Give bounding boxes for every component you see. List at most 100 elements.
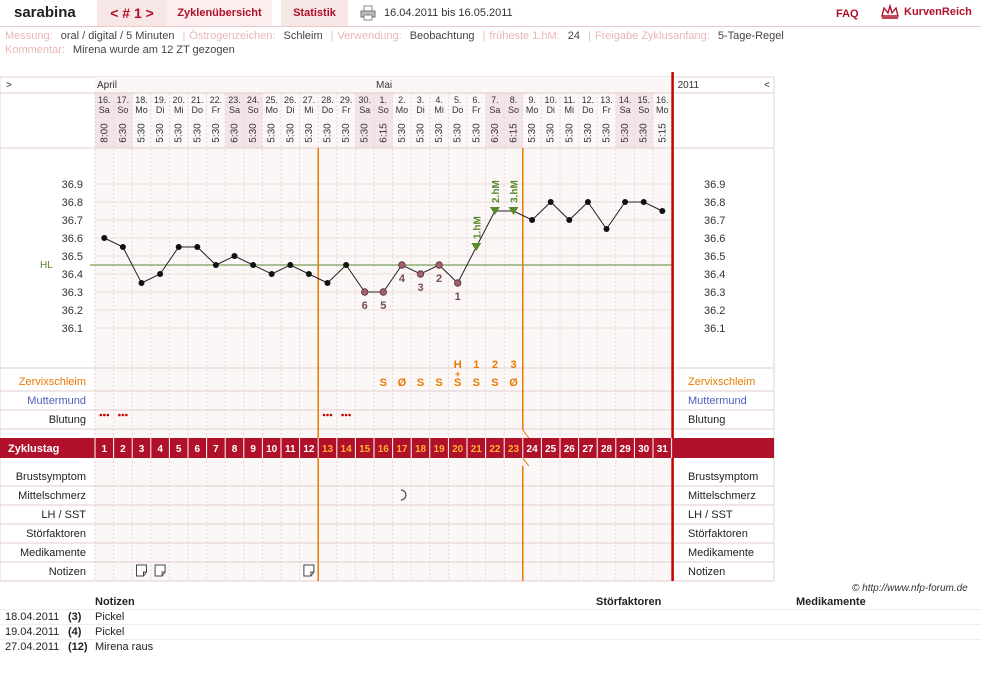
temperature-point [343, 262, 350, 268]
coverline-label: HL [40, 260, 53, 271]
y-tick-label: 36.5 [62, 251, 83, 263]
row-label-notizen: Notizen [49, 566, 86, 578]
date-label: 5. [454, 95, 462, 105]
time-label: 5:30 [155, 123, 166, 143]
time-label: 6:30 [490, 123, 501, 143]
weekday-label: Do [192, 105, 204, 115]
nav-next-arrow[interactable]: < [764, 80, 770, 91]
date-label: 23. [228, 95, 241, 105]
high-measurement-label: 3.hM [510, 180, 521, 203]
temperature-point [231, 253, 238, 259]
freigabe-label: Freigabe Zyklusanfang: [594, 30, 710, 42]
high-measurement-point [489, 207, 500, 215]
weekday-label: Mo [135, 105, 148, 115]
faq-link[interactable]: FAQ [836, 8, 859, 20]
note-icon-fold [161, 571, 166, 576]
date-label: 2. [398, 95, 406, 105]
cycle-day-number: 19 [434, 444, 446, 455]
username: sarabina [14, 4, 76, 21]
cycle-day-number: 3 [139, 444, 145, 455]
time-label: 5:30 [267, 123, 278, 143]
reference-label: 5 [380, 300, 386, 312]
cycle-day-number: 27 [582, 444, 594, 455]
tab-statistics[interactable]: Statistik [281, 0, 348, 26]
printer-icon[interactable] [360, 5, 376, 21]
note-icon[interactable] [303, 564, 315, 577]
y-tick-label-right: 36.4 [704, 269, 725, 281]
row-label-right-lh: LH / SST [688, 509, 733, 521]
kurvenreich-logo[interactable]: KurvenReich [880, 2, 972, 22]
weekday-label: Di [156, 105, 165, 115]
row-label-right-stoer: Störfaktoren [688, 528, 748, 540]
top-bar: sarabina < # 1 > Zyklenübersicht Statist… [0, 0, 981, 27]
temperature-point [138, 280, 145, 286]
cycle-day-number: 14 [341, 444, 353, 455]
weekday-label: Fr [212, 105, 221, 115]
date-label: 16. [98, 95, 111, 105]
note-icon-fold [310, 571, 314, 576]
note-icon[interactable] [154, 564, 166, 577]
time-label: 5:30 [192, 123, 203, 143]
note-icon[interactable] [136, 564, 147, 577]
month-label: April [97, 80, 117, 91]
mucus-peak-label: 1 [473, 359, 479, 371]
weekend-column [615, 93, 635, 148]
freigabe-value: 5-Tage-Regel [717, 30, 784, 42]
stoerfaktoren-header: Störfaktoren [596, 596, 662, 608]
note-text: Mirena raus [95, 641, 154, 653]
row-label-right-zervix: Zervixschleim [688, 376, 755, 388]
table-row: 18.04.2011 (3) Pickel [0, 609, 981, 625]
note-icon-fold [143, 571, 147, 576]
cycle-day-number: 20 [452, 444, 464, 455]
tab-cycle-overview[interactable]: Zyklenübersicht [167, 0, 272, 26]
temperature-point [566, 217, 573, 223]
reference-label: 3 [417, 282, 423, 294]
weekday-label: Mo [396, 105, 409, 115]
time-label: 5:30 [248, 123, 259, 143]
crown-icon [881, 3, 899, 19]
y-tick-label: 36.1 [62, 323, 83, 335]
verwendung-label: Verwendung: [337, 30, 402, 42]
separator: | [588, 30, 591, 42]
cycle-nav-tab[interactable]: < # 1 > [97, 0, 167, 26]
cycle-day-number: 24 [527, 444, 539, 455]
cycle-day-number: 15 [359, 444, 371, 455]
y-tick-label-right: 36.8 [704, 197, 725, 209]
zervixschleim-value: S [491, 377, 498, 389]
time-label: 5:30 [211, 123, 222, 143]
weekday-label: Mi [434, 105, 444, 115]
cycle-day-number: 1 [102, 444, 108, 455]
nav-prev-arrow[interactable]: > [6, 80, 12, 91]
messung-value: oral / digital / 5 Minuten [60, 30, 175, 42]
separator: | [482, 30, 486, 42]
date-label: 7. [491, 95, 499, 105]
date-label: 8. [510, 95, 518, 105]
date-label: 9. [528, 95, 536, 105]
temperature-point [603, 226, 610, 232]
row-label-right-brust: Brustsymptom [688, 471, 758, 483]
time-label: 5:30 [397, 123, 408, 143]
time-label: 5:30 [546, 123, 557, 143]
cycle-day-number: 6 [195, 444, 201, 455]
temperature-point [175, 244, 182, 250]
weekday-label: Fr [472, 105, 481, 115]
weekday-label: Do [322, 105, 334, 115]
row-label-mittel: Mittelschmerz [18, 490, 86, 502]
temperature-point [324, 280, 331, 286]
cycle-day-number: 25 [545, 444, 557, 455]
weekday-label: So [117, 105, 128, 115]
oestrogen-label: Östrogenzeichen: [189, 30, 276, 42]
temperature-point [622, 199, 629, 205]
zervixschleim-plus: + [455, 369, 460, 379]
row-label-brust: Brustsymptom [16, 471, 86, 483]
note-text: Pickel [95, 626, 125, 638]
time-label: 5:30 [360, 123, 371, 143]
temperature-point [194, 244, 201, 250]
y-tick-label: 36.8 [62, 197, 83, 209]
weekday-label: Fr [602, 105, 611, 115]
time-label: 5:30 [341, 123, 352, 143]
weekday-label: So [378, 105, 389, 115]
weekend-column [225, 93, 244, 148]
date-range: 16.04.2011 bis 16.05.2011 [384, 7, 513, 19]
verwendung-value: Beobachtung [409, 30, 475, 42]
